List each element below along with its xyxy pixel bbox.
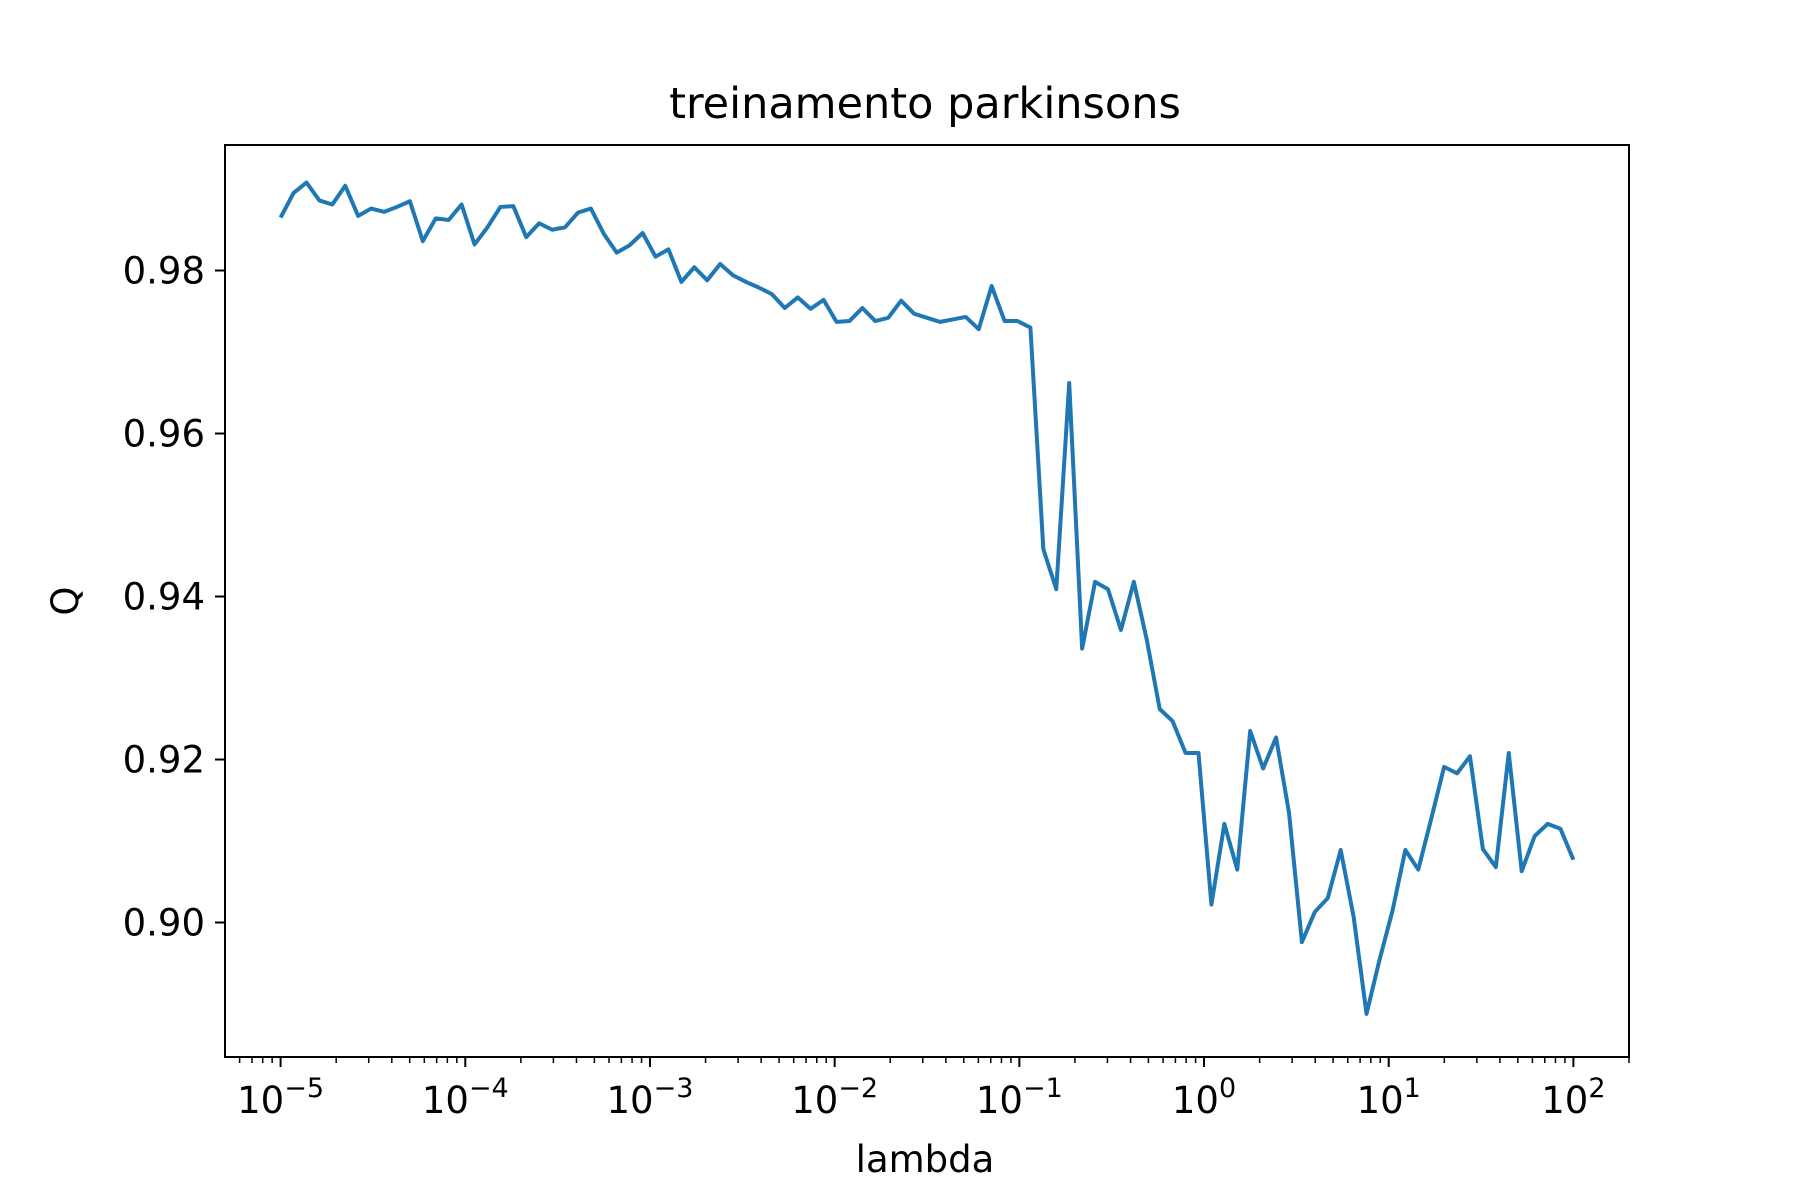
plot-area	[278, 180, 1576, 1016]
x-tick-label: 10−1	[976, 1073, 1063, 1122]
y-axis-label: Q	[44, 586, 87, 615]
y-tick-label: 0.96	[123, 413, 205, 456]
x-tick-label: 100	[1172, 1073, 1236, 1122]
y-tick-label: 0.90	[123, 902, 205, 945]
x-tick-label: 10−4	[422, 1073, 509, 1122]
y-axis-ticks: 0.90 0.92 0.94 0.96 0.98	[123, 250, 225, 945]
chart-title: treinamento parkinsons	[669, 79, 1181, 129]
series-line	[278, 180, 1576, 1016]
x-axis-ticks: 10−5 10−4 10−3 10−2 10−1 100 101 102	[237, 1057, 1630, 1122]
y-tick-label: 0.92	[123, 739, 205, 782]
x-axis-label: lambda	[856, 1138, 995, 1181]
x-tick-label: 10−2	[791, 1073, 878, 1122]
x-tick-label: 10−3	[607, 1073, 694, 1122]
x-tick-label: 10−5	[237, 1073, 324, 1122]
y-tick-label: 0.98	[123, 250, 205, 293]
x-tick-label: 101	[1357, 1073, 1421, 1122]
y-tick-label: 0.94	[123, 576, 205, 619]
plot-frame	[224, 144, 1630, 1058]
x-tick-label: 102	[1541, 1073, 1605, 1122]
